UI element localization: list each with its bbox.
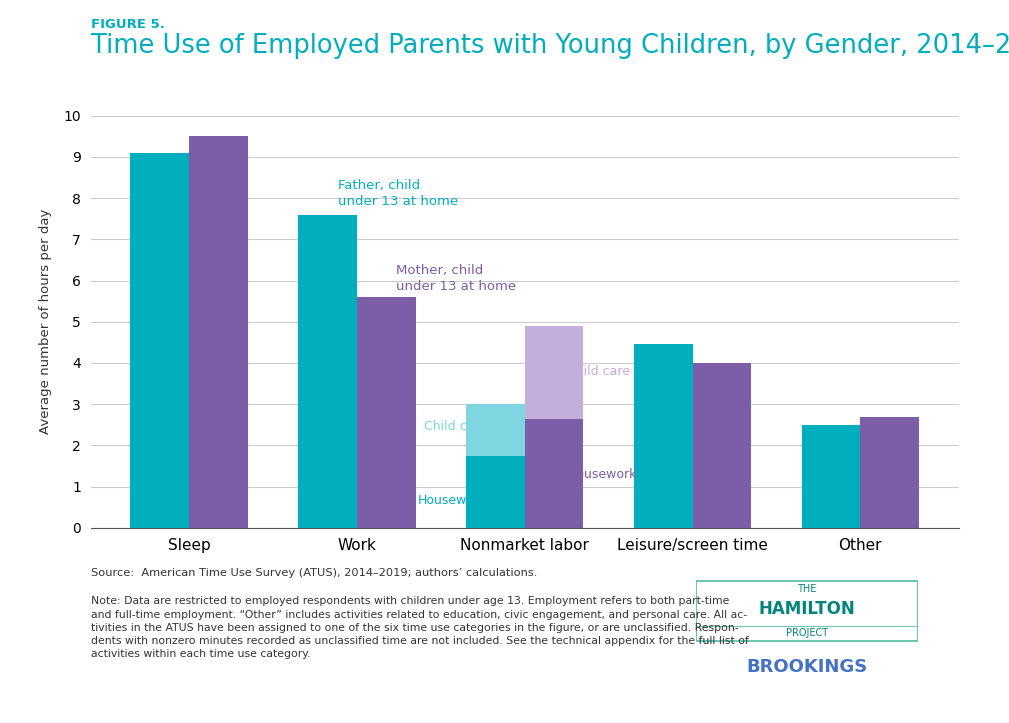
Text: THE: THE [797,584,817,594]
FancyBboxPatch shape [696,581,918,641]
Bar [466,404,525,455]
Bar [525,326,583,419]
Bar [298,215,357,528]
Text: PROJECT: PROJECT [786,628,828,638]
Text: FIGURE 5.: FIGURE 5. [91,18,164,31]
Text: BROOKINGS: BROOKINGS [747,659,868,676]
Text: Housework: Housework [567,468,637,481]
Bar [692,363,752,528]
Bar [466,455,525,528]
Text: Mother, child
under 13 at home: Mother, child under 13 at home [397,264,517,293]
Text: Note: Data are restricted to employed respondents with children under age 13. Em: Note: Data are restricted to employed re… [91,596,749,659]
Bar [861,416,919,528]
Bar [357,297,416,528]
Bar [801,425,861,528]
Bar [189,136,248,528]
Text: Child care: Child care [567,364,631,377]
Text: HAMILTON: HAMILTON [759,600,856,617]
Bar [130,153,189,528]
Bar [525,419,583,528]
Text: Father, child
under 13 at home: Father, child under 13 at home [338,179,458,208]
Bar [634,344,692,528]
Y-axis label: Average number of hours per day: Average number of hours per day [39,209,52,435]
Text: Housework: Housework [418,495,487,508]
Text: Source:  American Time Use Survey (ATUS), 2014–2019; authors’ calculations.: Source: American Time Use Survey (ATUS),… [91,568,537,578]
Text: Child care: Child care [424,420,487,433]
Text: Time Use of Employed Parents with Young Children, by Gender, 2014–2019: Time Use of Employed Parents with Young … [91,33,1009,59]
